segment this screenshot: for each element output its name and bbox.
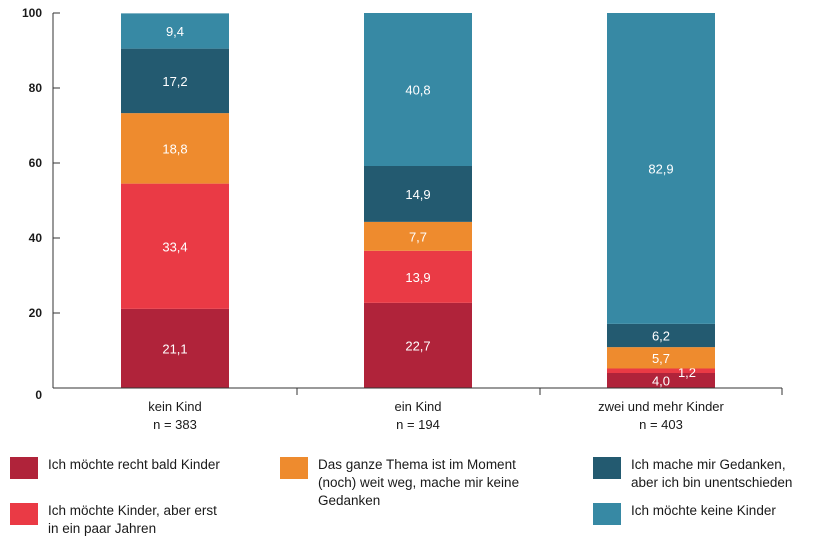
bar-segment	[607, 347, 715, 369]
x-tick-label: kein Kind	[148, 399, 201, 414]
legend-item-far-away: Das ganze Thema ist im Moment (noch) wei…	[280, 456, 519, 510]
bar-segment	[121, 308, 229, 388]
legend-label: Ich mache mir Gedanken, aber ich bin une…	[631, 457, 793, 490]
data-label: 17,2	[162, 74, 187, 89]
data-label: 1,2	[678, 365, 696, 380]
legend-item-undecided: Ich mache mir Gedanken, aber ich bin une…	[593, 456, 792, 492]
bar-segment	[121, 183, 229, 309]
bar-segment	[364, 302, 472, 388]
x-tick-n-label: n = 194	[396, 417, 440, 432]
legend-swatch	[10, 503, 38, 525]
bar-segment	[364, 221, 472, 251]
bar-segment	[121, 13, 229, 49]
data-label: 6,2	[652, 329, 670, 344]
y-tick-label: 100	[22, 6, 42, 20]
data-label: 21,1	[162, 341, 187, 356]
y-tick-label: 80	[29, 81, 43, 95]
stacked-bar-chart: 21,1 33,4 18,8 17,2 9,4 kein Kind n = 383 22,7 1…	[22, 6, 783, 432]
legend-swatch	[593, 503, 621, 525]
legend-label: Das ganze Thema ist im Moment (noch) wei…	[318, 457, 520, 508]
y-tick-label: 60	[29, 156, 43, 170]
legend-item-no-children: Ich möchte keine Kinder	[593, 502, 776, 525]
x-tick-n-label: n = 383	[153, 417, 197, 432]
data-label: 22,7	[405, 338, 430, 353]
data-label: 5,7	[652, 351, 670, 366]
bar-segment	[364, 13, 472, 166]
legend-label: Ich möchte recht bald Kinder	[48, 457, 220, 472]
x-tick-label: zwei und mehr Kinder	[598, 399, 724, 414]
y-tick-label: 40	[29, 231, 43, 245]
data-label: 33,4	[162, 239, 187, 254]
data-label: 82,9	[648, 161, 673, 176]
data-label: 4,0	[652, 374, 670, 389]
legend-item-soon: Ich möchte recht bald Kinder	[10, 456, 220, 479]
legend-swatch	[593, 457, 621, 479]
y-tick-label: 20	[29, 306, 43, 320]
data-label: 7,7	[409, 229, 427, 244]
x-tick-n-label: n = 403	[639, 417, 683, 432]
bar-segment	[607, 368, 715, 373]
data-label: 18,8	[162, 141, 187, 156]
legend-label: Ich möchte keine Kinder	[631, 503, 776, 518]
bar-segment	[607, 373, 715, 388]
y-tick-label: 0	[35, 388, 42, 402]
legend-swatch	[280, 457, 308, 479]
bar-segment	[364, 166, 472, 222]
bar-segment	[121, 48, 229, 114]
data-label: 9,4	[166, 24, 184, 39]
x-tick-label: ein Kind	[395, 399, 442, 414]
legend-item-later: Ich möchte Kinder, aber erst in ein paar…	[10, 502, 217, 538]
data-label: 13,9	[405, 270, 430, 285]
data-label: 14,9	[405, 187, 430, 202]
bar-segment	[364, 250, 472, 303]
legend-label: Ich möchte Kinder, aber erst in ein paar…	[48, 503, 217, 536]
bar-segment	[607, 13, 715, 324]
data-label: 40,8	[405, 83, 430, 98]
bar-segment	[121, 113, 229, 184]
legend-swatch	[10, 457, 38, 479]
bar-segment	[607, 323, 715, 348]
legend: Ich möchte recht bald Kinder Ich möchte …	[0, 450, 814, 538]
